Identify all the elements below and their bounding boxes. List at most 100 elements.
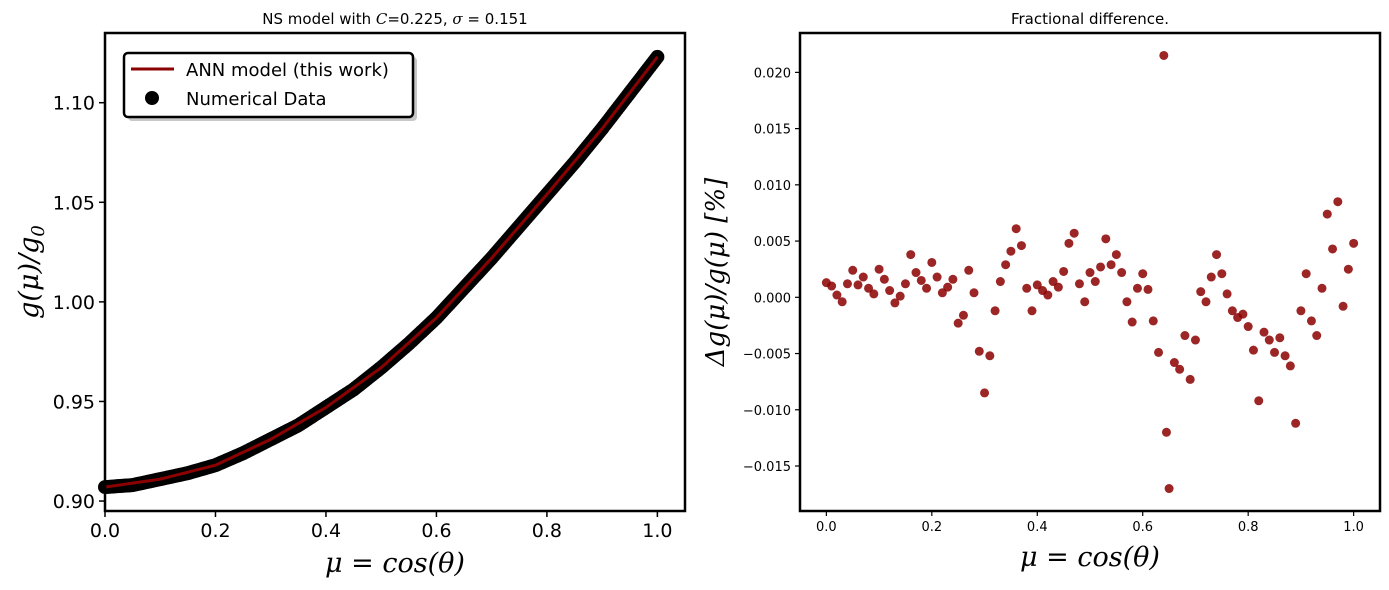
residual-point [1032, 280, 1042, 290]
y-tick-label: −0.015 [743, 460, 791, 475]
residual-point [879, 274, 889, 284]
right-x-axis-label: μ = cos(θ) [1020, 542, 1160, 573]
residual-point [858, 272, 868, 282]
y-tick-label: 0.005 [754, 235, 791, 250]
residual-point [1159, 50, 1169, 60]
x-tick-label: 0.4 [311, 520, 341, 542]
right-y-axis: 0.020 0.015 0.010 0.005 0.000 −0.005 −0.010 −0.… [743, 66, 800, 475]
residual-point [1127, 317, 1137, 327]
residual-point [1248, 345, 1258, 355]
residual-point [900, 279, 910, 289]
residual-point [1291, 418, 1301, 428]
y-tick-label: −0.010 [743, 404, 791, 419]
residual-point [1306, 316, 1316, 326]
residual-point [1322, 209, 1332, 219]
residual-point [1275, 333, 1285, 343]
residual-point [1064, 238, 1074, 248]
residual-point [1227, 306, 1237, 316]
residual-point [1180, 331, 1190, 341]
residual-point [1243, 322, 1253, 332]
residual-point [906, 250, 916, 260]
residual-point [937, 288, 947, 298]
residual-point [1048, 277, 1058, 287]
residual-point [916, 275, 926, 285]
residual-point [827, 281, 837, 291]
left-x-axis-label: μ = cos(θ) [325, 548, 465, 579]
residual-point [1101, 234, 1111, 244]
residual-point [1222, 289, 1232, 299]
residual-point [1059, 266, 1069, 276]
y-tick-label: −0.005 [743, 348, 791, 363]
residual-point [1164, 484, 1174, 494]
residual-point [1069, 228, 1079, 238]
x-tick-label: 1.0 [642, 520, 672, 542]
residual-point [911, 268, 921, 278]
left-plot-frame [103, 31, 687, 513]
residual-point [1349, 238, 1359, 248]
y-tick-label: 0.90 [53, 491, 95, 513]
residual-point [832, 290, 842, 300]
residual-point [848, 265, 858, 275]
residual-point [964, 265, 974, 275]
x-tick-label: 0.8 [1238, 520, 1259, 535]
legend-numerical-label: Numerical Data [186, 89, 327, 110]
legend-ann-label: ANN model (this work) [186, 60, 389, 81]
legend-box [122, 51, 415, 119]
residual-point [1111, 250, 1121, 260]
residual-point [953, 318, 963, 328]
legend-numerical-swatch [145, 91, 159, 105]
y-tick-label: 0.010 [754, 179, 791, 194]
left-ann-line [104, 55, 659, 489]
y-tick-label: 0.020 [754, 66, 791, 81]
residual-point [1206, 272, 1216, 282]
right-x-axis: 0.0 0.2 0.4 0.6 0.8 1.0 [816, 511, 1364, 535]
residual-point [1085, 268, 1095, 278]
left-chart-title: NS model with C=0.225, σ = 0.151 [262, 10, 527, 28]
right-y-axis-label: Δg(μ)/g(μ) [%] [701, 177, 731, 367]
left-panel: NS model with C=0.225, σ = 0.151 0.0 0.2 0… [14, 10, 687, 579]
left-y-axis-label: g(μ)/g0 [14, 225, 49, 319]
residual-point [874, 264, 884, 274]
right-residual-points [821, 50, 1359, 494]
residual-point [980, 388, 990, 398]
residual-point [1185, 374, 1195, 384]
residual-point [1285, 361, 1295, 371]
residual-point [1328, 244, 1338, 254]
y-tick-label: 0.95 [53, 391, 95, 413]
x-tick-label: 1.0 [1343, 520, 1364, 535]
x-tick-label: 0.0 [90, 520, 120, 542]
residual-point [974, 346, 984, 356]
residual-point [1090, 277, 1100, 287]
right-chart-title: Fractional difference. [1011, 10, 1169, 28]
residual-point [1022, 283, 1032, 293]
residual-point [837, 297, 847, 307]
x-tick-label: 0.2 [200, 520, 230, 542]
y-tick-label: 1.10 [53, 93, 95, 115]
residual-point [1264, 335, 1274, 345]
residual-point [1096, 262, 1106, 272]
residual-point [1254, 396, 1264, 406]
residual-point [885, 286, 895, 296]
residual-point [1217, 269, 1227, 279]
residual-point [890, 298, 900, 308]
residual-point [1106, 260, 1116, 270]
residual-point [1148, 316, 1158, 326]
residual-point [1074, 279, 1084, 289]
x-tick-label: 0.6 [1132, 520, 1153, 535]
residual-point [853, 280, 863, 290]
residual-point [1296, 306, 1306, 316]
x-tick-label: 0.0 [816, 520, 837, 535]
residual-point [1169, 358, 1179, 368]
residual-point [1259, 327, 1269, 337]
residual-point [864, 283, 874, 293]
residual-point [1043, 290, 1053, 300]
residual-point [1338, 301, 1348, 311]
residual-point [895, 291, 905, 301]
residual-point [1138, 269, 1148, 279]
residual-point [1280, 351, 1290, 361]
residual-point [1027, 306, 1037, 316]
residual-point [1053, 282, 1063, 292]
residual-point [1117, 268, 1127, 278]
residual-point [1122, 297, 1132, 307]
